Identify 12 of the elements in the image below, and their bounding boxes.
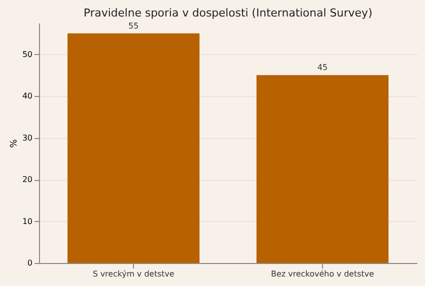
data-label: 45 (317, 63, 328, 72)
y-tick-label: 40 (22, 92, 32, 101)
y-tick-label: 50 (22, 50, 32, 59)
chart-title: Pravidelne sporia v dospelosti (International Survey) (84, 6, 372, 20)
x-tick-label: S vreckým v detstve (92, 270, 174, 278)
y-tick-label: 0 (27, 258, 32, 268)
y-tick-label: 30 (22, 133, 32, 142)
data-label: 55 (128, 21, 139, 30)
y-axis-title: % (9, 138, 20, 148)
y-tick-label: 10 (22, 216, 32, 226)
y-tick-label: 20 (22, 175, 32, 184)
x-tick-label: Bez vreckového v detstve (270, 270, 374, 278)
